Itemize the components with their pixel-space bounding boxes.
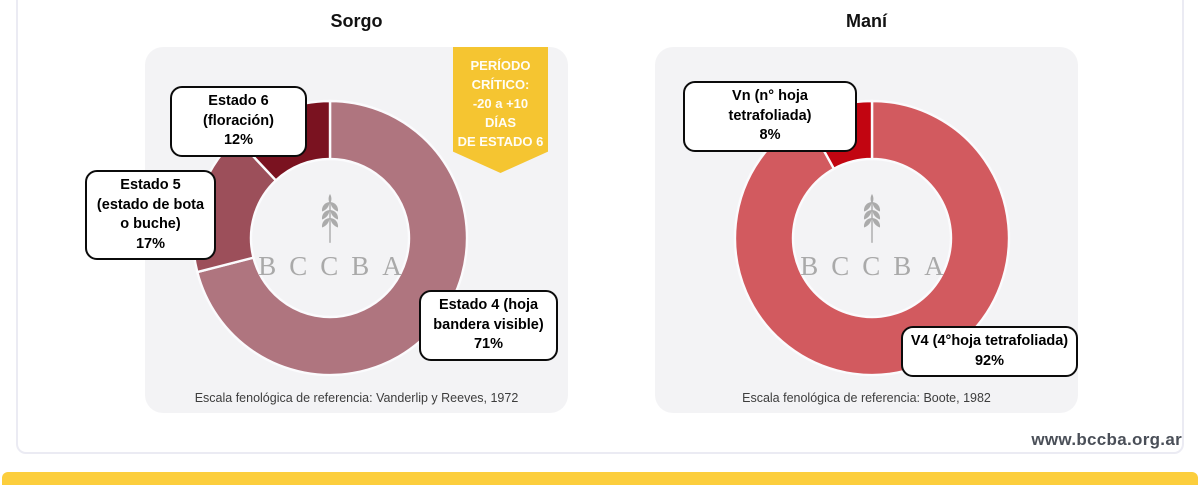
website-url: www.bccba.org.ar [1031, 430, 1182, 449]
callout-label: Vn (n° hoja tetrafoliada) [728, 88, 812, 124]
chart-title-sorgo: Sorgo [330, 11, 383, 31]
callout-label: Estado 6 (floración) [203, 93, 274, 129]
watermark-letters: BCCBA [258, 251, 415, 281]
bottom-accent-stripe [2, 472, 1198, 485]
callout-mani-vn: Vn (n° hoja tetrafoliada) 8% [683, 81, 857, 152]
callout-label: Estado 5 (estado de bota o buche) [96, 177, 205, 232]
wheat-icon [321, 194, 339, 243]
ribbon-line: CRÍTICO: [471, 77, 530, 92]
donut-segment [195, 99, 469, 377]
ribbon-line: -20 a +10 [472, 96, 529, 111]
callout-sorgo-estado4: Estado 4 (hoja bandera visible) 71% [419, 290, 558, 361]
callout-mani-v4: V4 (4°hoja tetrafoliada) 92% [901, 326, 1078, 377]
callout-sorgo-estado6: Estado 6 (floración) 12% [170, 86, 307, 157]
bccba-watermark: BCCBA [732, 193, 1012, 282]
donut-segment [733, 99, 1011, 377]
callout-label: Estado 4 (hoja bandera visible) [433, 297, 544, 333]
chart-title-mani: Maní [845, 11, 887, 31]
callout-percent: 12% [223, 132, 254, 148]
callout-percent: 71% [473, 336, 504, 352]
wheat-icon [863, 194, 881, 243]
callout-percent: 8% [759, 127, 781, 143]
ribbon-line: DÍAS [484, 115, 517, 130]
callout-sorgo-estado5: Estado 5 (estado de bota o buche) 17% [85, 170, 216, 260]
footnote-mani: Escala fenológica de referencia: Boote, … [742, 391, 991, 405]
callout-label: V4 (4°hoja tetrafoliada) [910, 333, 1069, 349]
bccba-watermark: BCCBA [190, 193, 470, 282]
callout-percent: 92% [974, 352, 1005, 369]
ribbon-line: PERÍODO [470, 58, 531, 73]
callout-percent: 17% [135, 235, 166, 252]
ribbon-line: DE ESTADO 6 [457, 134, 544, 149]
critical-period-ribbon: PERÍODO CRÍTICO: -20 a +10 DÍAS DE ESTAD… [453, 47, 548, 173]
footnote-sorgo: Escala fenológica de referencia: Vanderl… [194, 391, 519, 405]
watermark-letters: BCCBA [800, 251, 957, 281]
